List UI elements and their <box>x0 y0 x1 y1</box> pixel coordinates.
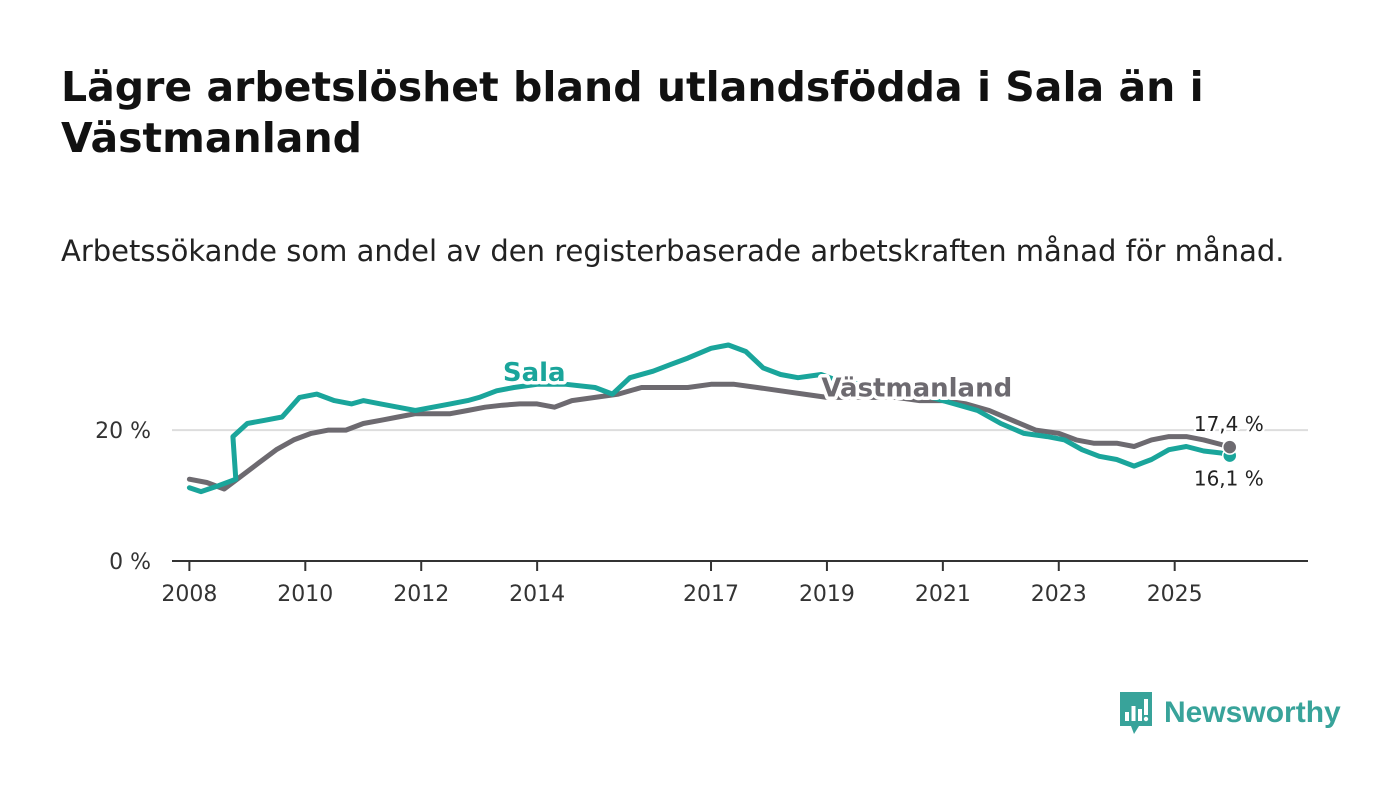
end-value-label: 17,4 % <box>1194 412 1264 436</box>
x-tick-label: 2012 <box>393 582 449 607</box>
x-tick-label: 2008 <box>161 582 217 607</box>
series-line-vstmanland <box>186 381 1233 492</box>
x-tick-label: 2023 <box>1031 582 1087 607</box>
chart-title: Lägre arbetslöshet bland utlandsfödda i … <box>61 63 1204 162</box>
newsworthy-logo[interactable]: Newsworthy <box>1118 690 1341 736</box>
x-tick-label: 2025 <box>1147 582 1203 607</box>
bar-chart-speech-bubble-icon <box>1120 692 1152 734</box>
y-tick-label: 0 % <box>109 550 151 575</box>
x-tick-label: 2017 <box>683 582 739 607</box>
series-label-vstmanland: Västmanland <box>821 374 1012 404</box>
series-line-sala <box>186 342 1233 495</box>
x-tick-label: 2010 <box>277 582 333 607</box>
x-tick-label: 2014 <box>509 582 565 607</box>
x-tick-label: 2021 <box>915 582 971 607</box>
x-tick-label: 2019 <box>799 582 855 607</box>
end-value-label: 16,1 % <box>1194 467 1264 491</box>
chart-subtitle: Arbetssökande som andel av den registerb… <box>61 234 1285 268</box>
series-label-sala: Sala <box>503 358 566 388</box>
end-point-marker <box>1222 439 1238 455</box>
brand-name: Newsworthy <box>1164 696 1341 729</box>
y-tick-label: 20 % <box>95 419 151 444</box>
